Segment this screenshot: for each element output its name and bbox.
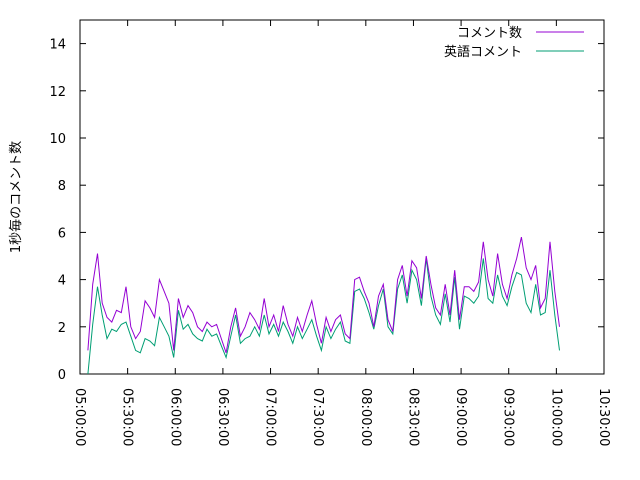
legend-label-comments: コメント数	[457, 26, 522, 41]
series-layer	[87, 236, 560, 375]
legend: コメント数 英語コメント	[444, 26, 584, 60]
series-line-comments	[87, 236, 560, 353]
y-tick-label: 8	[58, 179, 66, 194]
y-axis: 0 2 4 6 8 10 12 14	[49, 38, 604, 383]
x-tick-label: 10:30:00	[596, 388, 611, 446]
x-tick-label: 05:30:00	[120, 388, 135, 446]
x-tick-label: 08:30:00	[405, 388, 420, 446]
y-axis-title: 1秒毎のコメント数	[8, 141, 24, 253]
plot-frame	[79, 19, 605, 375]
x-tick-label: 09:00:00	[453, 388, 468, 446]
y-tick-label: 10	[49, 132, 66, 147]
series-line-english-comments	[87, 258, 560, 375]
y-tick-label: 14	[49, 38, 66, 53]
x-tick-label: 07:30:00	[310, 388, 325, 446]
x-tick-label: 06:00:00	[167, 388, 182, 446]
legend-label-english-comments: 英語コメント	[444, 44, 522, 60]
y-tick-label: 0	[58, 368, 66, 383]
y-tick-label: 12	[49, 85, 66, 100]
x-tick-label: 06:30:00	[215, 388, 230, 446]
y-tick-label: 6	[58, 226, 66, 241]
x-tick-label: 05:00:00	[72, 388, 87, 446]
x-tick-label: 07:00:00	[263, 388, 278, 446]
x-tick-label: 08:00:00	[358, 388, 373, 446]
y-tick-label: 2	[58, 321, 66, 336]
x-tick-label: 09:30:00	[501, 388, 516, 446]
y-tick-label: 4	[58, 274, 66, 289]
x-axis: 05:00:00 05:30:00 06:00:00 06:30:00 07:00:00…	[72, 20, 611, 446]
x-tick-label: 10:00:00	[548, 388, 563, 446]
